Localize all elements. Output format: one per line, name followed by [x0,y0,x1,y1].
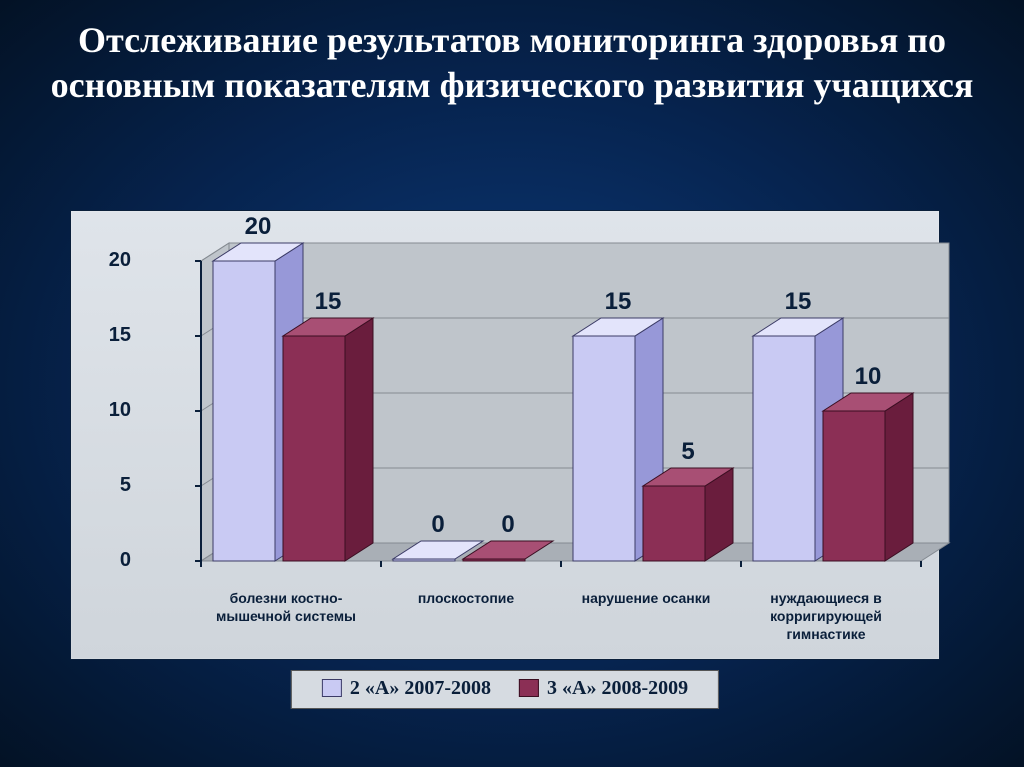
bar-value-label: 5 [668,438,708,466]
bar-value-label: 10 [848,363,888,391]
category-label: болезни костно-мышечной системы [196,589,376,625]
slide-title: Отслеживание результатов мониторинга здо… [0,0,1024,118]
bar-value-label: 15 [308,288,348,316]
bar-value-label: 15 [778,288,818,316]
chart-plot: 2015001551510 [141,231,921,581]
bar-value-label: 0 [418,511,458,539]
bar-value-label: 0 [488,511,528,539]
category-label: плоскостопие [376,589,556,607]
legend-text: 2 «А» 2007-2008 [350,677,491,700]
bar-value-label: 20 [238,213,278,241]
chart-panel: 20 15 0 0 15 5 15 10 0 5 10 15 20 болезни костно-мы… [70,210,940,660]
legend-swatch [322,679,342,697]
legend-item: 3 «А» 2008-2009 [519,677,688,700]
bar-value-label: 15 [598,288,638,316]
legend-item: 2 «А» 2007-2008 [322,677,491,700]
y-tick-label: 5 [81,474,131,497]
y-tick-label: 10 [81,399,131,422]
y-tick-label: 20 [81,249,131,272]
value-labels: 2015001551510 [141,231,921,581]
legend-swatch [519,679,539,697]
y-tick-label: 15 [81,324,131,347]
category-labels: болезни костно-мышечной системыплоскосто… [141,589,921,649]
legend-text: 3 «А» 2008-2009 [547,677,688,700]
legend: 2 «А» 2007-2008 3 «А» 2008-2009 [291,670,719,710]
y-tick-label: 0 [81,549,131,572]
category-label: нарушение осанки [556,589,736,607]
y-ticks: 0 5 10 15 20 [71,231,141,581]
category-label: нуждающиеся в корригирующей гимнастике [736,589,916,644]
